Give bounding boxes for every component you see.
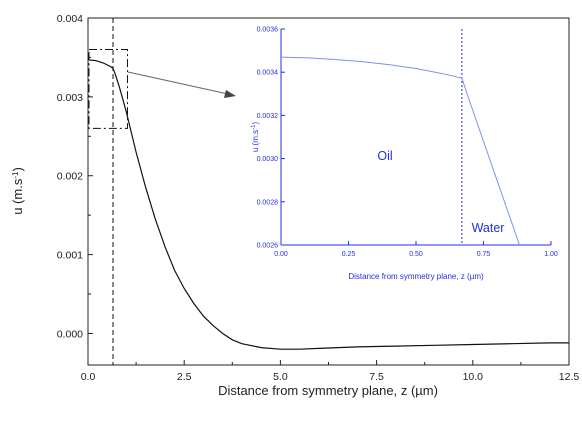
main-velocity-line bbox=[88, 59, 569, 350]
inset-y-axis: 0.0026 0.0028 0.0030 0.0032 0.0034 0.0036 bbox=[257, 27, 285, 250]
zoom-box bbox=[88, 49, 128, 129]
main-y-tick-label: 0.003 bbox=[57, 92, 83, 104]
main-chart: 0.0 2.5 5.0 7.5 10.0 12.5 0.0000.0010.0020.00… bbox=[10, 13, 579, 398]
inset-y-axis-label: u (m.s-1) bbox=[251, 122, 260, 153]
inset-velocity-line bbox=[281, 56, 521, 245]
main-x-axis: 0.0 2.5 5.0 7.5 10.0 12.5 bbox=[81, 360, 580, 383]
inset-x-tick-label: 0.00 bbox=[274, 251, 288, 258]
inset-y-tick-label: 0.0026 bbox=[257, 243, 279, 250]
inset-y-tick-label: 0.0030 bbox=[257, 156, 279, 163]
inset-chart: 0.00 0.25 0.50 0.75 1.00 0.00260.00280.00300… bbox=[251, 27, 558, 282]
main-x-tick-label: 2.5 bbox=[177, 371, 192, 383]
main-x-tick-label: 12.5 bbox=[559, 371, 580, 383]
main-x-axis-label: Distance from symmetry plane, z (µm) bbox=[218, 383, 438, 398]
inset-x-axis-label: Distance from symmetry plane, z (µm) bbox=[348, 272, 484, 281]
main-x-tick-label: 7.5 bbox=[369, 371, 384, 383]
main-y-tick-label: 0.000 bbox=[57, 328, 83, 340]
region-label-oil: Oil bbox=[377, 149, 392, 163]
main-y-axis-label: u (m.s-1) bbox=[10, 167, 25, 215]
zoom-arrow bbox=[127, 71, 236, 98]
inset-x-tick-label: 0.75 bbox=[477, 251, 491, 258]
main-x-tick-label: 5.0 bbox=[273, 371, 288, 383]
inset-x-axis: 0.00 0.25 0.50 0.75 1.00 bbox=[274, 241, 558, 258]
inset-x-tick-label: 0.50 bbox=[409, 251, 423, 258]
inset-y-tick-label: 0.0036 bbox=[257, 27, 279, 34]
inset-y-tick-label: 0.0028 bbox=[257, 199, 279, 206]
main-y-tick-label: 0.001 bbox=[57, 250, 83, 262]
region-label-water: Water bbox=[472, 221, 505, 235]
inset-y-tick-label: 0.0032 bbox=[257, 113, 279, 120]
inset-background bbox=[281, 29, 551, 245]
inset-x-tick-label: 1.00 bbox=[544, 251, 558, 258]
main-x-tick-label: 10.0 bbox=[463, 371, 484, 383]
inset-y-tick-label: 0.0034 bbox=[257, 70, 279, 77]
main-y-axis: 0.000 0.001 0.002 0.003 0.004 bbox=[57, 13, 93, 340]
main-x-tick-label: 0.0 bbox=[81, 371, 96, 383]
main-y-tick-label: 0.002 bbox=[57, 171, 83, 183]
main-y-tick-label: 0.004 bbox=[57, 13, 83, 25]
inset-x-tick-label: 0.25 bbox=[342, 251, 356, 258]
